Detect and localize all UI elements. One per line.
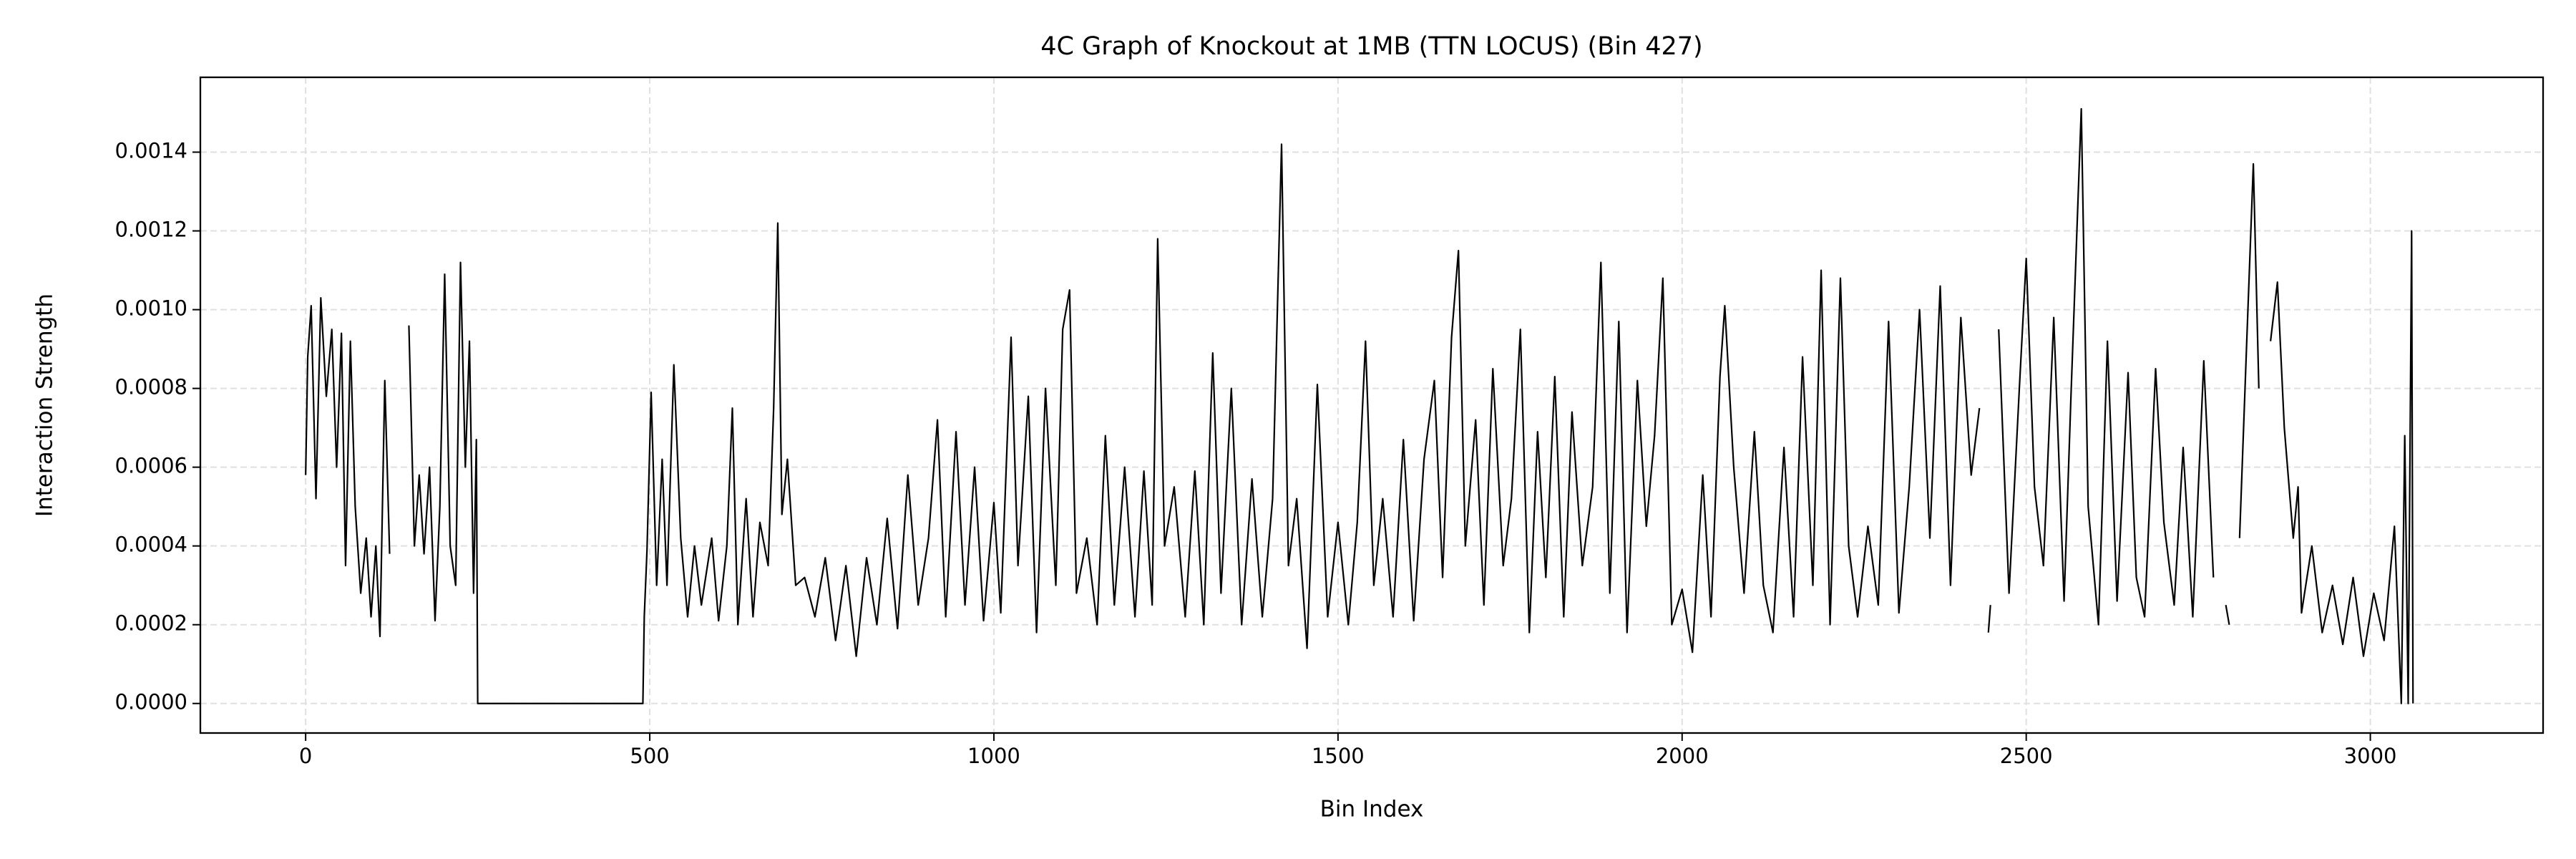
y-tick-label: 0.0006	[115, 454, 187, 478]
y-tick-label: 0.0014	[115, 139, 187, 163]
y-tick-label: 0.0002	[115, 611, 187, 636]
y-tick-label: 0.0008	[115, 375, 187, 399]
x-tick-label: 3000	[2344, 744, 2397, 768]
y-axis-label: Interaction Strength	[32, 293, 58, 517]
x-tick-label: 2500	[2000, 744, 2053, 768]
x-tick-label: 1000	[967, 744, 1020, 768]
x-axis-label: Bin Index	[1320, 797, 1424, 822]
y-tick-label: 0.0012	[115, 218, 187, 242]
x-tick-label: 2000	[1656, 744, 1709, 768]
ticks: 0 500 1000 1500 2000 2500 3000 0.0000 0.0002 0.00…	[115, 139, 2397, 768]
grid	[200, 77, 2543, 733]
x-tick-label: 0	[299, 744, 312, 768]
data-line	[305, 107, 2414, 704]
x-tick-label: 1500	[1312, 744, 1365, 768]
y-tick-label: 0.0010	[115, 296, 187, 321]
plot-frame	[199, 76, 2545, 734]
y-tick-label: 0.0000	[115, 690, 187, 714]
y-tick-label: 0.0004	[115, 533, 187, 557]
chart-title: 4C Graph of Knockout at 1MB (TTN LOCUS) …	[1040, 32, 1702, 61]
plot-area	[305, 107, 2414, 704]
x-tick-label: 500	[630, 744, 669, 768]
